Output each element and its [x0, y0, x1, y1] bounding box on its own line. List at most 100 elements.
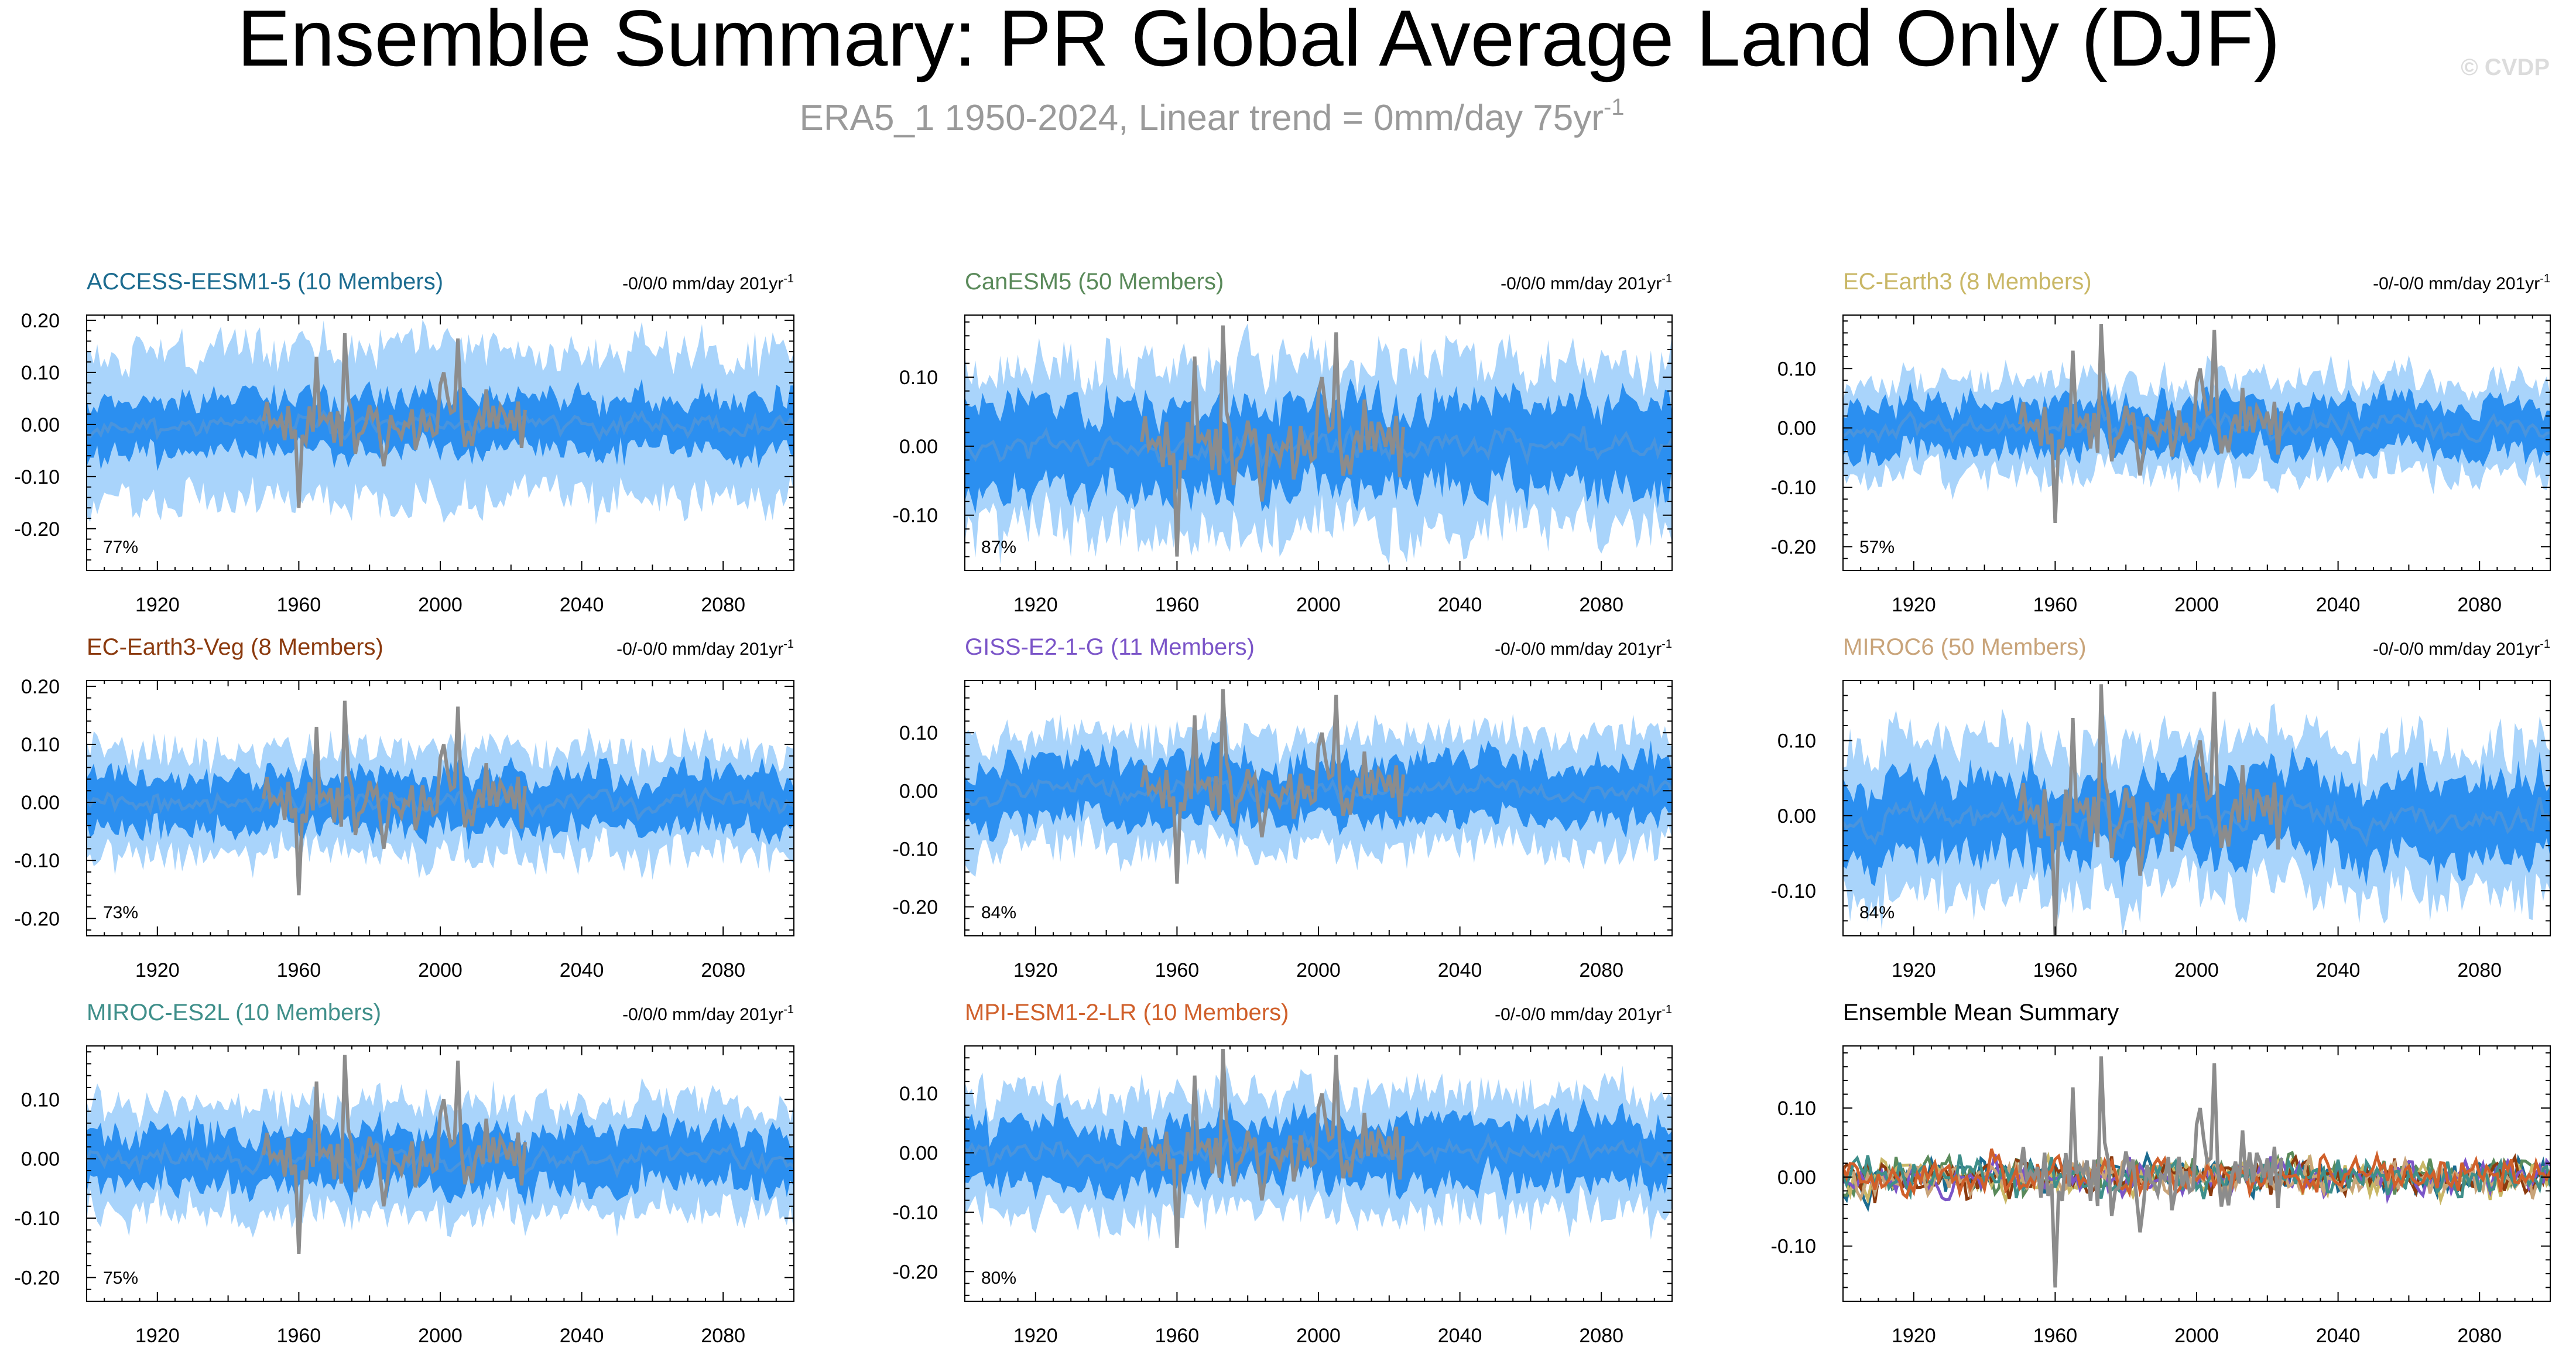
x-tick-label: 2040 [1438, 959, 1482, 982]
percent-label: 77% [103, 538, 138, 557]
y-tick-label: -0.20 [15, 908, 60, 930]
panel-trend: -0/-0/0 mm/day 201yr-1 [1495, 638, 1672, 659]
observed-line [262, 700, 527, 895]
trend-text: -0/-0/0 mm/day 201yr [1495, 640, 1662, 659]
trend-exponent: -1 [783, 272, 794, 285]
panel-title: ACCESS-EESM1-5 (10 Members) [87, 269, 443, 295]
y-tick-label: 0.10 [1777, 730, 1816, 753]
y-tick-label: 0.10 [899, 722, 938, 744]
panel-trend: -0/0/0 mm/day 201yr-1 [1501, 272, 1672, 293]
y-tick-label: -0.20 [15, 1267, 60, 1289]
trend-text: -0/0/0 mm/day 201yr [622, 1005, 783, 1024]
y-tick-label: 0.20 [21, 676, 60, 698]
x-tick-label: 2040 [1438, 594, 1482, 616]
chart-panel-8: MPI-ESM1-2-LR (10 Members) -0/-0/0 mm/day… [893, 1000, 1673, 1347]
chart-panel-6: MIROC6 (50 Members) -0/-0/0 mm/day 201yr-… [1771, 634, 2551, 982]
x-tick-label: 2080 [1579, 1325, 1623, 1347]
plot-area [87, 319, 794, 525]
trend-exponent: -1 [783, 638, 794, 651]
x-tick-label: 1920 [1013, 594, 1058, 616]
x-tick-label: 2080 [2457, 1325, 2502, 1347]
observed-line [2018, 684, 2283, 936]
panel-title: EC-Earth3 (8 Members) [1843, 269, 2092, 295]
x-tick-label: 1960 [277, 959, 321, 982]
panel-trend: -0/-0/0 mm/day 201yr-1 [616, 638, 794, 659]
chart-panel-1: ACCESS-EESM1-5 (10 Members) -0/0/0 mm/day… [15, 269, 794, 616]
x-tick-label: 1920 [135, 594, 180, 616]
observed-line [262, 1055, 527, 1254]
x-tick-label: 2000 [2174, 594, 2219, 616]
x-tick-label: 2040 [2316, 959, 2361, 982]
panel-grid: ACCESS-EESM1-5 (10 Members) -0/0/0 mm/day… [15, 269, 2551, 1347]
chart-panel-2: CanESM5 (50 Members) -0/0/0 mm/day 201yr-… [893, 269, 1673, 616]
y-tick-label: -0.20 [893, 1261, 938, 1283]
x-tick-label: 1960 [277, 594, 321, 616]
y-tick-label: 0.20 [21, 310, 60, 332]
panel-trend: -0/-0/0 mm/day 201yr-1 [2373, 638, 2550, 659]
inner-spread-band [965, 1098, 1672, 1203]
trend-exponent: -1 [783, 1003, 794, 1016]
trend-exponent: -1 [1662, 638, 1672, 651]
trend-exponent: -1 [1662, 272, 1672, 285]
ensemble-mean-line [965, 425, 1672, 469]
ensemble-mean-line [87, 1140, 794, 1179]
trend-exponent: -1 [1662, 1003, 1672, 1016]
ensemble-mean-line [965, 1129, 1672, 1173]
inner-spread-band [965, 740, 1672, 842]
panel-title: MIROC6 (50 Members) [1843, 634, 2087, 660]
panel-trend: -0/0/0 mm/day 201yr-1 [622, 1003, 794, 1024]
panel-title: GISS-E2-1-G (11 Members) [965, 634, 1255, 660]
x-tick-label: 1920 [1892, 594, 1936, 616]
y-tick-label: 0.00 [899, 1143, 938, 1165]
x-tick-label: 1920 [1013, 959, 1058, 982]
plot-area [1843, 324, 2550, 524]
ensemble-mean-line [965, 773, 1672, 809]
y-tick-label: 0.00 [899, 780, 938, 802]
chart-panel-4: EC-Earth3-Veg (8 Members) -0/-0/0 mm/day … [15, 634, 794, 982]
x-tick-label: 2000 [1296, 594, 1341, 616]
x-tick-label: 2000 [2174, 959, 2219, 982]
x-tick-label: 2080 [701, 594, 745, 616]
panel-trend: -0/0/0 mm/day 201yr-1 [622, 272, 794, 293]
y-tick-label: -0.10 [1771, 1236, 1817, 1258]
inner-spread-band [965, 377, 1672, 514]
y-tick-label: -0.10 [893, 505, 938, 527]
x-tick-label: 1960 [2033, 1325, 2078, 1347]
trend-exponent: -1 [2540, 638, 2550, 651]
x-tick-label: 2000 [2174, 1325, 2219, 1347]
y-tick-label: -0.10 [893, 838, 938, 860]
y-tick-label: -0.20 [15, 518, 60, 541]
inner-spread-band [87, 378, 794, 471]
observed-line [2018, 1056, 2283, 1288]
percent-label: 73% [103, 903, 138, 922]
chart-panel-7: MIROC-ES2L (10 Members) -0/0/0 mm/day 201… [15, 1000, 794, 1347]
x-tick-label: 2040 [560, 594, 604, 616]
x-tick-label: 2000 [418, 959, 463, 982]
y-tick-label: 0.00 [21, 1148, 60, 1171]
panel-title: EC-Earth3-Veg (8 Members) [87, 634, 383, 660]
y-tick-label: -0.10 [893, 1202, 938, 1224]
ensemble-mean-series-8 [1843, 1148, 2550, 1200]
x-tick-label: 2080 [701, 959, 745, 982]
y-tick-label: 0.10 [899, 367, 938, 389]
figure-title: Ensemble Summary: PR Global Average Land… [237, 0, 2280, 83]
x-tick-label: 1960 [2033, 959, 2078, 982]
y-tick-label: 0.10 [1777, 358, 1816, 380]
trend-exponent: -1 [2540, 272, 2550, 285]
x-tick-label: 2040 [2316, 594, 2361, 616]
panel-trend: -0/-0/0 mm/day 201yr-1 [2373, 272, 2550, 293]
x-tick-label: 1920 [1892, 1325, 1936, 1347]
chart-panel-9: Ensemble Mean Summary 1920 1960 2000 2040 208… [1771, 1000, 2551, 1347]
y-tick-label: 0.00 [1777, 418, 1816, 440]
observed-line [1140, 689, 1405, 884]
y-tick-label: 0.10 [21, 362, 60, 384]
trend-text: -0/0/0 mm/day 201yr [1501, 274, 1662, 293]
y-tick-label: 0.00 [1777, 805, 1816, 827]
y-tick-label: 0.10 [899, 1083, 938, 1105]
y-tick-label: -0.10 [15, 850, 60, 872]
plot-area [965, 689, 1672, 884]
panel-title: Ensemble Mean Summary [1843, 1000, 2119, 1025]
trend-text: -0/-0/0 mm/day 201yr [1495, 1005, 1662, 1024]
x-tick-label: 2000 [418, 594, 463, 616]
ensemble-mean-line [87, 782, 794, 822]
